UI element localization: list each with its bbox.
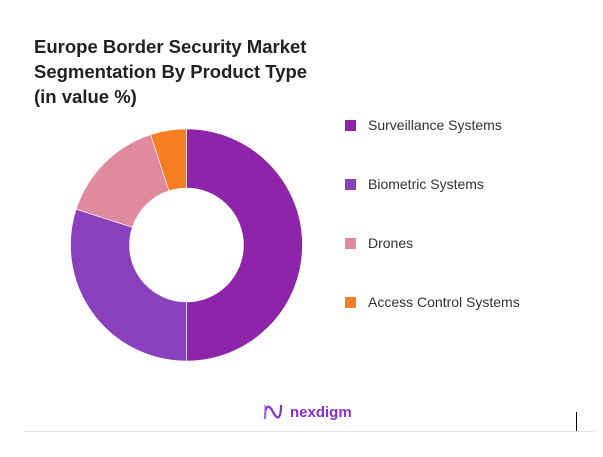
slice-access-control-systems bbox=[150, 128, 187, 192]
legend-item: Access Control Systems bbox=[345, 292, 520, 312]
legend-label: Access Control Systems bbox=[368, 294, 520, 310]
legend-item: Drones bbox=[345, 233, 520, 253]
chart-title: Europe Border Security Market Segmentati… bbox=[34, 36, 308, 107]
legend-swatch bbox=[345, 119, 356, 131]
legend-label: Biometric Systems bbox=[368, 176, 484, 192]
legend-item: Surveillance Systems bbox=[345, 115, 520, 135]
divider bbox=[24, 431, 594, 432]
legend: Surveillance Systems Biometric Systems D… bbox=[345, 115, 520, 351]
legend-label: Drones bbox=[368, 235, 414, 251]
nexdigm-logo: nexdigm bbox=[262, 402, 352, 422]
logo-text: nexdigm bbox=[290, 403, 352, 421]
logo-wave-icon bbox=[263, 404, 283, 420]
legend-item: Biometric Systems bbox=[345, 174, 520, 194]
legend-label: Surveillance Systems bbox=[368, 117, 502, 133]
legend-swatch bbox=[345, 296, 356, 308]
legend-swatch bbox=[345, 178, 356, 190]
slice-biometric-systems bbox=[70, 208, 187, 362]
legend-swatch bbox=[345, 237, 356, 249]
text-cursor bbox=[576, 412, 577, 431]
slice-surveillance-systems bbox=[186, 128, 303, 362]
